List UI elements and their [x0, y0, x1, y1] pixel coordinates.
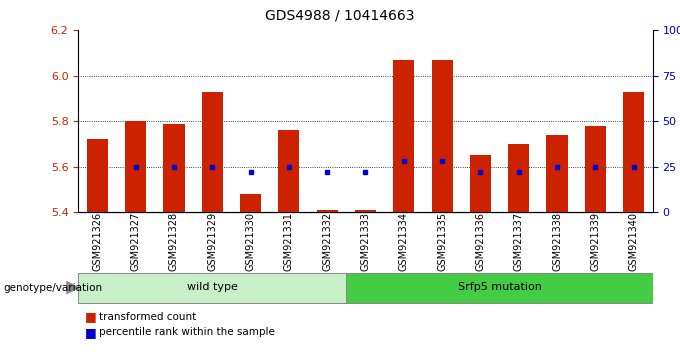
Text: ■: ■ — [85, 326, 97, 338]
Text: GSM921340: GSM921340 — [628, 212, 639, 271]
Text: GSM921326: GSM921326 — [92, 212, 103, 271]
Text: GSM921332: GSM921332 — [322, 212, 333, 271]
Bar — [202, 92, 223, 212]
Bar — [78, 273, 346, 303]
Text: Srfp5 mutation: Srfp5 mutation — [458, 282, 541, 292]
Bar — [393, 60, 414, 212]
Bar — [585, 126, 606, 212]
Bar — [508, 144, 529, 212]
Text: GDS4988 / 10414663: GDS4988 / 10414663 — [265, 9, 415, 23]
Text: GSM921327: GSM921327 — [131, 212, 141, 271]
Bar — [355, 210, 376, 212]
Bar — [240, 194, 261, 212]
Bar — [125, 121, 146, 212]
Text: GSM921328: GSM921328 — [169, 212, 179, 271]
Text: GSM921329: GSM921329 — [207, 212, 218, 271]
Text: ■: ■ — [85, 310, 97, 323]
Text: wild type: wild type — [187, 282, 238, 292]
Text: GSM921338: GSM921338 — [552, 212, 562, 271]
Bar — [346, 273, 653, 303]
Text: GSM921330: GSM921330 — [245, 212, 256, 271]
Bar — [163, 124, 184, 212]
Text: GSM921337: GSM921337 — [513, 212, 524, 271]
Text: percentile rank within the sample: percentile rank within the sample — [99, 327, 275, 337]
Bar — [547, 135, 568, 212]
Text: transformed count: transformed count — [99, 312, 196, 322]
Text: GSM921333: GSM921333 — [360, 212, 371, 271]
Text: GSM921331: GSM921331 — [284, 212, 294, 271]
Bar — [87, 139, 108, 212]
Text: GSM921339: GSM921339 — [590, 212, 600, 271]
Text: genotype/variation: genotype/variation — [3, 283, 103, 293]
Bar — [470, 155, 491, 212]
Bar — [278, 130, 299, 212]
Text: GSM921335: GSM921335 — [437, 212, 447, 271]
Bar — [432, 60, 453, 212]
Text: GSM921336: GSM921336 — [475, 212, 486, 271]
Polygon shape — [66, 281, 80, 295]
Bar — [623, 92, 644, 212]
Text: GSM921334: GSM921334 — [398, 212, 409, 271]
Bar — [317, 210, 338, 212]
